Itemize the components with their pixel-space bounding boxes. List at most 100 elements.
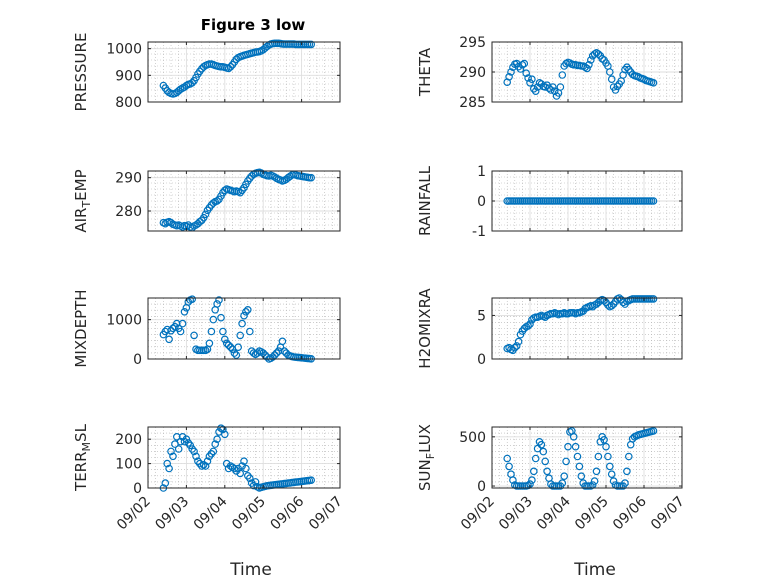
data-point	[586, 56, 595, 64]
data-point	[280, 347, 289, 355]
data-point	[575, 462, 584, 471]
subplot-rainfall: -1 0 1 RAINFALL	[416, 164, 683, 240]
data-point	[209, 315, 218, 324]
y-tick-label: 200	[115, 432, 142, 448]
data-point	[221, 430, 229, 439]
data-point	[232, 351, 241, 359]
data-point	[505, 462, 513, 471]
data-point	[242, 307, 250, 316]
data-point	[261, 351, 269, 359]
data-point	[600, 435, 608, 444]
data-point	[213, 300, 221, 308]
y-tick-label: 900	[115, 68, 142, 84]
data-series-pressure	[159, 39, 316, 98]
data-point	[596, 437, 605, 446]
data-point	[203, 457, 212, 466]
subplot-pressure: 800 900 1000 PRESSURE	[72, 33, 341, 111]
data-point	[174, 445, 183, 453]
data-point	[274, 347, 283, 355]
y-axis-label: AIRTEMP	[72, 169, 93, 232]
data-point	[178, 319, 187, 328]
data-point	[307, 173, 316, 182]
y-axis-label: H2OMIXRA	[416, 288, 434, 369]
data-point	[238, 319, 246, 328]
y-tick-label: -1	[472, 224, 486, 240]
data-point	[213, 435, 221, 444]
subplot-air_temp: 280 290 AIRTEMP	[72, 168, 341, 233]
axes-box	[147, 41, 341, 103]
y-tick-label: 0	[477, 194, 486, 210]
data-point	[246, 327, 254, 336]
y-tick-label: 500	[459, 430, 486, 446]
data-point	[209, 447, 218, 456]
data-point	[244, 305, 252, 314]
data-point	[529, 467, 538, 476]
data-point	[222, 339, 231, 348]
data-point	[564, 442, 572, 451]
data-point	[583, 64, 591, 73]
data-point	[594, 452, 603, 461]
data-point	[514, 337, 523, 346]
data-point	[196, 217, 204, 226]
data-point	[278, 337, 287, 346]
data-point	[244, 471, 252, 480]
data-point	[509, 476, 517, 484]
data-point	[188, 79, 197, 87]
data-point	[533, 444, 542, 453]
data-point	[600, 296, 608, 305]
data-point	[543, 467, 551, 476]
data-point	[607, 470, 616, 479]
data-point	[577, 472, 586, 481]
axes-box	[491, 297, 683, 360]
data-point	[167, 326, 175, 335]
data-point	[592, 467, 601, 476]
data-point	[234, 343, 243, 352]
data-point	[594, 50, 603, 58]
data-series-mixdepth	[159, 295, 316, 363]
data-point	[240, 311, 248, 320]
data-point	[224, 341, 233, 350]
data-point	[649, 79, 658, 87]
data-point	[522, 69, 531, 78]
x-axis-label-left: Time	[229, 560, 272, 580]
data-point	[182, 435, 191, 444]
axes-box	[147, 426, 341, 489]
data-point	[186, 441, 195, 450]
data-series-terr_msl	[159, 424, 316, 492]
data-point	[180, 307, 189, 316]
subplot-theta: 285 290 295 THETA	[416, 35, 683, 111]
data-point	[604, 301, 612, 309]
data-point	[624, 452, 633, 461]
axes-box	[147, 170, 341, 232]
data-point	[520, 59, 529, 68]
data-point	[528, 75, 536, 84]
subplot-mixdepth: 0 1000 MIXDEPTH	[72, 289, 341, 368]
data-point	[649, 295, 658, 303]
data-point	[558, 71, 567, 79]
data-point	[169, 452, 177, 461]
data-point	[236, 469, 245, 478]
data-point	[512, 342, 521, 350]
data-point	[246, 474, 254, 483]
data-point	[190, 447, 198, 456]
data-point	[226, 343, 235, 352]
data-series-rainfall	[503, 197, 658, 205]
data-point	[649, 197, 658, 205]
data-point	[234, 464, 243, 473]
data-point	[178, 432, 187, 441]
data-point	[548, 83, 557, 91]
data-point	[167, 218, 175, 227]
data-series-air_temp	[159, 168, 316, 232]
data-point	[240, 457, 248, 466]
y-tick-label: 285	[459, 95, 486, 111]
y-tick-label: 290	[115, 171, 142, 187]
data-point	[526, 79, 534, 87]
data-point	[541, 83, 550, 91]
data-point	[541, 457, 550, 466]
y-tick-label: 100	[115, 457, 142, 473]
figure-title: Figure 3 low	[201, 16, 306, 34]
data-series-theta	[503, 48, 658, 100]
y-tick-label: 0	[133, 481, 142, 497]
data-point	[211, 440, 220, 448]
data-point	[201, 462, 210, 470]
